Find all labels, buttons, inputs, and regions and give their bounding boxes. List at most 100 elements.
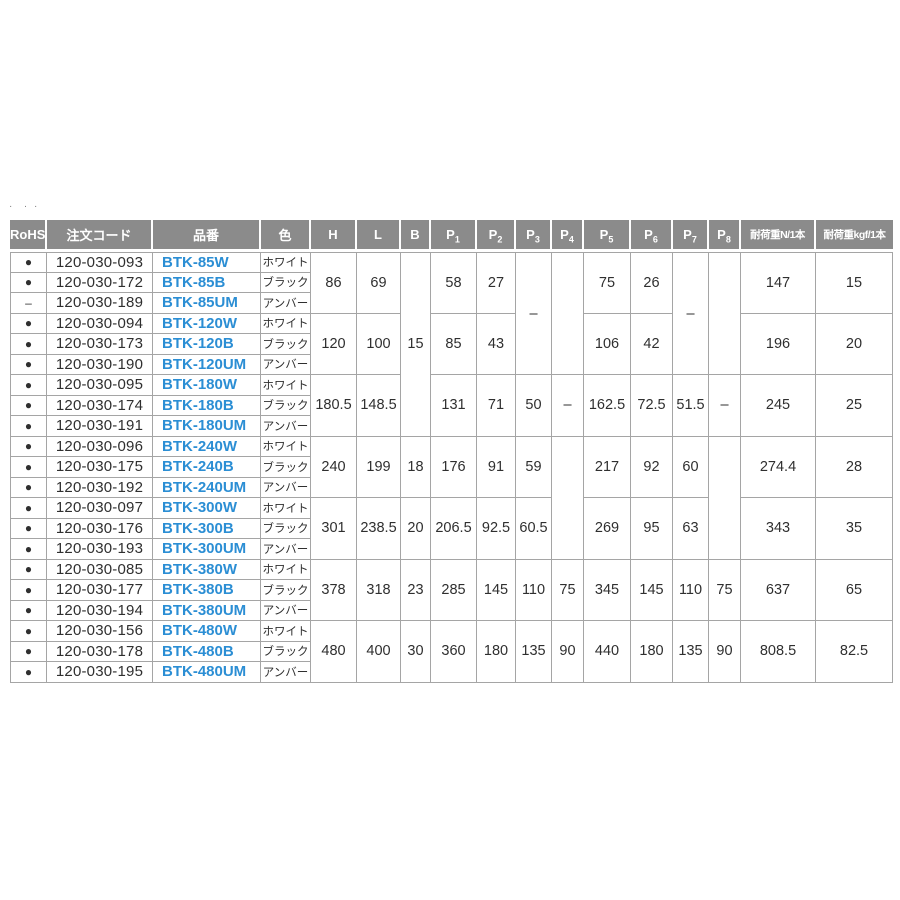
p5-value-cell: 217 <box>584 436 631 498</box>
p6-column-header: P6 <box>631 220 673 252</box>
p1-value-cell: 360 <box>431 621 477 683</box>
order-code-cell: 120-030-172 <box>47 272 153 293</box>
table-row: ● 120-030-190 BTK-120UM アンバー <box>10 354 893 375</box>
p5-value-cell: 106 <box>584 313 631 375</box>
part-number-link[interactable]: BTK-180W <box>153 375 261 396</box>
p-subscript: 6 <box>652 234 658 245</box>
l-value-cell: 148.5 <box>357 375 401 437</box>
rohs-cell: ● <box>10 272 47 293</box>
order-code-cell: 120-030-191 <box>47 416 153 437</box>
b-value-cell: 18 <box>401 436 431 498</box>
p1-value-cell: 285 <box>431 559 477 621</box>
part-number-link[interactable]: BTK-120B <box>153 334 261 355</box>
table-row: – 120-030-189 BTK-85UM アンバー <box>10 293 893 314</box>
table-row: ● 120-030-177 BTK-380B ブラック <box>10 580 893 601</box>
l-column-header: L <box>357 220 401 252</box>
h-value-cell: 301 <box>311 498 357 560</box>
part-number-link[interactable]: BTK-240B <box>153 457 261 478</box>
color-name-cell: ブラック <box>261 272 311 293</box>
order-code-cell: 120-030-085 <box>47 559 153 580</box>
p8-empty-cell <box>709 252 741 375</box>
rohs-cell: ● <box>10 662 47 683</box>
p4-empty-cell <box>552 252 584 375</box>
p-subscript: 3 <box>534 234 540 245</box>
part-number-link[interactable]: BTK-85W <box>153 252 261 273</box>
p5-value-cell: 162.5 <box>584 375 631 437</box>
rohs-cell: ● <box>10 477 47 498</box>
p8-column-header: P8 <box>709 220 741 252</box>
load-n-cell: 147 <box>741 252 816 314</box>
part-number-link[interactable]: BTK-180B <box>153 395 261 416</box>
color-name-cell: ブラック <box>261 641 311 662</box>
order-code-cell: 120-030-195 <box>47 662 153 683</box>
part-number-link[interactable]: BTK-380UM <box>153 600 261 621</box>
load-kgf-cell: 65 <box>816 559 893 621</box>
rohs-cell: ● <box>10 334 47 355</box>
p-label: P <box>488 227 498 242</box>
part-number-link[interactable]: BTK-480UM <box>153 662 261 683</box>
b-column-header: B <box>401 220 431 252</box>
p-subscript: 5 <box>608 234 614 245</box>
part-number-link[interactable]: BTK-380B <box>153 580 261 601</box>
load-n-cell: 245 <box>741 375 816 437</box>
part-number-link[interactable]: BTK-480B <box>153 641 261 662</box>
part-number-link[interactable]: BTK-180UM <box>153 416 261 437</box>
p7-value-cell: – <box>673 252 709 375</box>
part-number-link[interactable]: BTK-240UM <box>153 477 261 498</box>
rohs-cell: ● <box>10 354 47 375</box>
b-value-cell: 15 <box>401 252 431 437</box>
p6-value-cell: 72.5 <box>631 375 673 437</box>
p-subscript: 1 <box>454 234 460 245</box>
order-code-cell: 120-030-175 <box>47 457 153 478</box>
p6-value-cell: 42 <box>631 313 673 375</box>
l-value-cell: 199 <box>357 436 401 498</box>
table-row: ● 120-030-195 BTK-480UM アンバー <box>10 662 893 683</box>
load-kgf-cell: 15 <box>816 252 893 314</box>
p-subscript: 4 <box>568 234 574 245</box>
part-number-link[interactable]: BTK-240W <box>153 436 261 457</box>
table-row: ● 120-030-156 BTK-480W ホワイト 480 400 30 3… <box>10 621 893 683</box>
rohs-cell: ● <box>10 559 47 580</box>
table-row: ● 120-030-175 BTK-240B ブラック <box>10 457 893 478</box>
load-n-column-header: 耐荷重N/1本 <box>741 220 816 252</box>
l-value-cell: 400 <box>357 621 401 683</box>
part-number-link[interactable]: BTK-120W <box>153 313 261 334</box>
part-number-link[interactable]: BTK-300B <box>153 518 261 539</box>
part-number-link[interactable]: BTK-480W <box>153 621 261 642</box>
b-value-cell: 30 <box>401 621 431 683</box>
table-row: ● 120-030-192 BTK-240UM アンバー <box>10 477 893 498</box>
p6-value-cell: 92 <box>631 436 673 498</box>
p7-column-header: P7 <box>673 220 709 252</box>
table-row: ● 120-030-097 BTK-300W ホワイト 301 238.5 20… <box>10 498 893 560</box>
h-value-cell: 378 <box>311 559 357 621</box>
p2-value-cell: 180 <box>477 621 516 683</box>
p4-column-header: P4 <box>552 220 584 252</box>
p2-value-cell: 43 <box>477 313 516 375</box>
b-value-cell: 23 <box>401 559 431 621</box>
p1-value-cell: 85 <box>431 313 477 375</box>
l-value-cell: 100 <box>357 313 401 375</box>
color-name-cell: ホワイト <box>261 375 311 396</box>
part-number-link[interactable]: BTK-300W <box>153 498 261 519</box>
p8-value-cell: 90 <box>709 621 741 683</box>
p1-value-cell: 206.5 <box>431 498 477 560</box>
color-name-cell: ホワイト <box>261 436 311 457</box>
p5-value-cell: 440 <box>584 621 631 683</box>
order-code-cell: 120-030-094 <box>47 313 153 334</box>
p4-value-cell: – <box>552 375 584 437</box>
p6-value-cell: 145 <box>631 559 673 621</box>
part-number-link[interactable]: BTK-380W <box>153 559 261 580</box>
part-number-link[interactable]: BTK-85UM <box>153 293 261 314</box>
order-code-cell: 120-030-173 <box>47 334 153 355</box>
order-code-cell: 120-030-177 <box>47 580 153 601</box>
p3-value-cell: 135 <box>516 621 552 683</box>
part-number-link[interactable]: BTK-85B <box>153 272 261 293</box>
part-number-link[interactable]: BTK-120UM <box>153 354 261 375</box>
p4-empty-cell <box>552 436 584 560</box>
rohs-cell: – <box>10 293 47 314</box>
part-number-link[interactable]: BTK-300UM <box>153 539 261 560</box>
rohs-column-header: RoHS <box>10 220 47 252</box>
header-row: RoHS 注文コード 品番 色 H L B P1 P2 P3 P4 P5 P6 … <box>10 220 893 252</box>
p7-value-cell: 60 <box>673 436 709 498</box>
p2-value-cell: 145 <box>477 559 516 621</box>
